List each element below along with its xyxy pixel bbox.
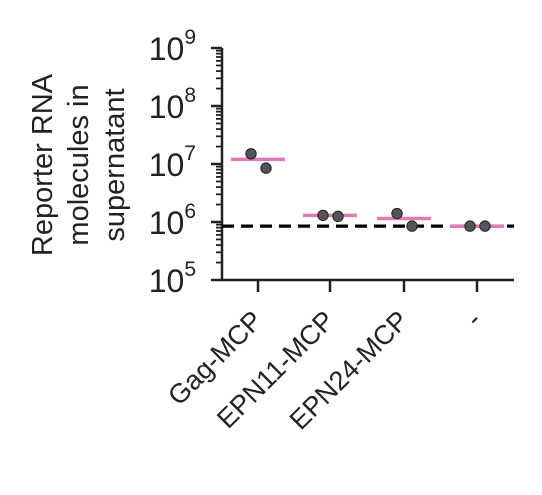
data-point: [260, 162, 272, 174]
y-axis-label: Reporter RNA molecules in supernatant: [27, 73, 131, 256]
y-axis: 105 106 107 108 109: [149, 26, 224, 299]
y-tick-label: 105: [149, 258, 196, 299]
data-point: [391, 207, 403, 220]
y-axis-label-line-2: molecules in: [63, 84, 95, 245]
data-point: [317, 209, 329, 222]
data-point: [332, 210, 344, 223]
y-tick-label: 108: [149, 84, 196, 125]
y-tick-label: 106: [149, 200, 196, 241]
data-point: [245, 148, 257, 160]
y-axis-label-line-1: Reporter RNA: [27, 73, 59, 256]
x-tick-label: -: [460, 305, 488, 333]
data-point: [464, 220, 476, 232]
data-point: [479, 220, 491, 232]
y-tick-label: 109: [149, 26, 196, 67]
y-axis-label-line-3: supernatant: [99, 88, 131, 241]
data-marks: [231, 148, 504, 232]
data-point: [406, 220, 418, 232]
y-tick-label: 107: [149, 142, 196, 183]
